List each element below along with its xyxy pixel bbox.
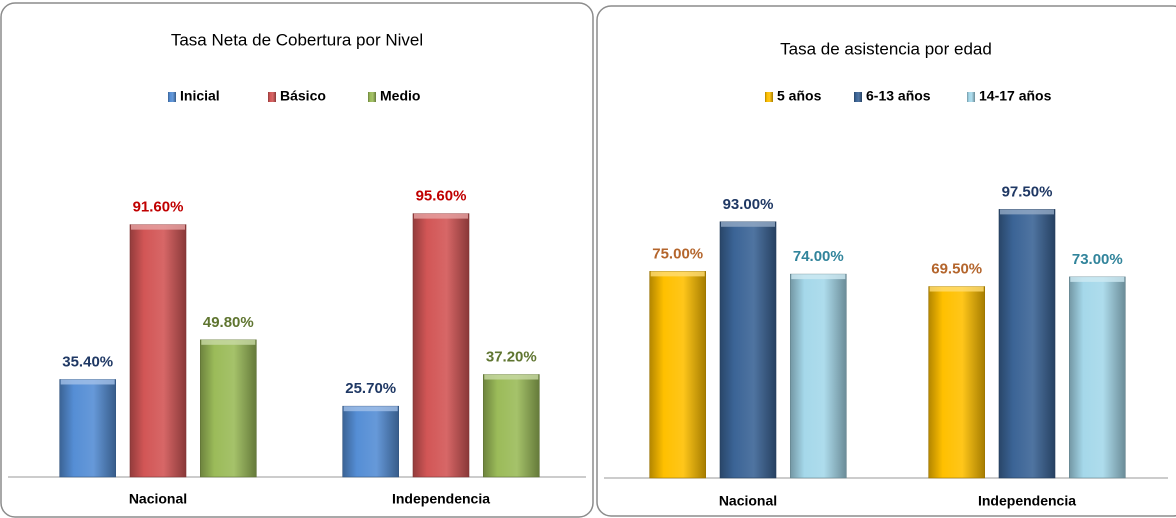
data-label: 74.00%	[793, 248, 844, 265]
data-label: 73.00%	[1072, 251, 1123, 268]
legend-label: 5 años	[777, 88, 822, 104]
data-label: 35.40%	[62, 353, 113, 370]
bar	[928, 286, 986, 479]
data-label: 25.70%	[345, 380, 396, 397]
legend-swatch	[765, 92, 773, 102]
bar-cap	[60, 379, 115, 385]
bar	[412, 213, 470, 478]
data-label: 37.20%	[486, 348, 537, 365]
bar	[1069, 276, 1126, 479]
bar	[200, 339, 257, 478]
bar-cap	[1000, 209, 1054, 215]
x-tick-label: Nacional	[129, 491, 187, 507]
legend-label: 14-17 años	[979, 88, 1052, 104]
bar-cap	[131, 224, 185, 230]
bar-cap	[414, 213, 468, 219]
data-label: 69.50%	[931, 260, 982, 277]
bar-cap	[929, 286, 984, 292]
bar-cap	[791, 274, 846, 280]
legend-label: 6-13 años	[866, 88, 931, 104]
bar-cap	[650, 271, 705, 277]
bar	[789, 273, 847, 479]
data-label: 93.00%	[723, 196, 774, 213]
x-tick-label: Nacional	[719, 493, 777, 509]
bar-cap	[484, 374, 539, 380]
chart-title: Tasa Neta de Cobertura por Nivel	[171, 30, 423, 49]
legend-swatch	[967, 92, 975, 102]
data-label: 75.00%	[652, 245, 703, 262]
legend-swatch	[168, 92, 176, 102]
data-label: 97.50%	[1002, 183, 1053, 200]
legend-label: Básico	[280, 88, 326, 104]
bar	[59, 379, 117, 478]
legend-label: Medio	[380, 88, 420, 104]
bar	[719, 221, 777, 479]
legend-label: Inicial	[180, 88, 220, 104]
bar-cap	[721, 221, 775, 227]
bar-cap	[1070, 276, 1125, 282]
bar	[649, 271, 707, 479]
data-label: 91.60%	[133, 199, 184, 216]
bar	[342, 405, 400, 478]
bar-cap	[343, 406, 398, 412]
legend-swatch	[368, 92, 376, 102]
data-label: 49.80%	[203, 314, 254, 331]
legend-swatch	[268, 92, 276, 102]
x-tick-label: Independencia	[978, 493, 1076, 509]
bar	[482, 374, 540, 478]
legend-swatch	[854, 92, 862, 102]
x-tick-label: Independencia	[392, 491, 490, 507]
chart-title: Tasa de asistencia por edad	[780, 39, 992, 58]
data-label: 95.60%	[416, 188, 467, 205]
bar	[998, 209, 1056, 479]
bar-cap	[201, 339, 256, 345]
bar	[129, 224, 187, 478]
